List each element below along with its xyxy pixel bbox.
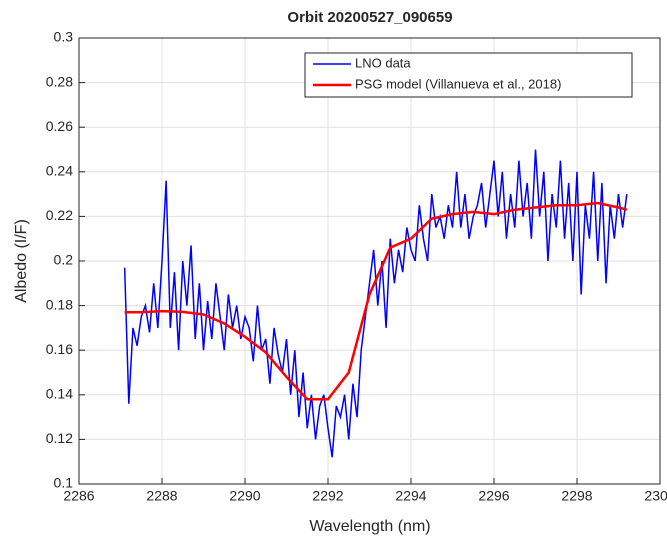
x-axis-label: Wavelength (nm) [309,518,430,535]
x-tick-label: 2292 [312,488,343,504]
y-tick-label: 0.2 [54,252,74,268]
x-tick-label: 2286 [63,488,94,504]
plot-frame [78,37,661,485]
chart-title: Orbit 20200527_090659 [287,9,452,26]
y-tick-label: 0.26 [46,118,73,134]
y-tick-label: 0.18 [46,296,73,312]
y-tick-label: 0.12 [46,430,73,446]
series-line [124,201,628,401]
x-tick-label: 2290 [229,488,260,504]
y-tick-label: 0.16 [46,341,73,357]
legend-label: PSG model (Villanueva et al., 2018) [355,76,561,91]
y-tick-label: 0.3 [54,29,74,45]
x-tick-label: 2298 [561,488,592,504]
x-tick-label: 2300 [644,488,667,504]
x-tick-label: 2288 [146,488,177,504]
y-tick-label: 0.14 [46,386,73,402]
y-tick-label: 0.1 [54,475,74,491]
y-tick-label: 0.24 [46,163,73,179]
x-tick-label: 2294 [395,488,426,504]
y-axis-label: Albedo (I/F) [13,219,30,303]
legend-label: LNO data [355,55,411,70]
y-tick-label: 0.28 [46,73,73,89]
legend-box [304,52,633,98]
x-tick-label: 2296 [478,488,509,504]
y-tick-label: 0.22 [46,207,73,223]
